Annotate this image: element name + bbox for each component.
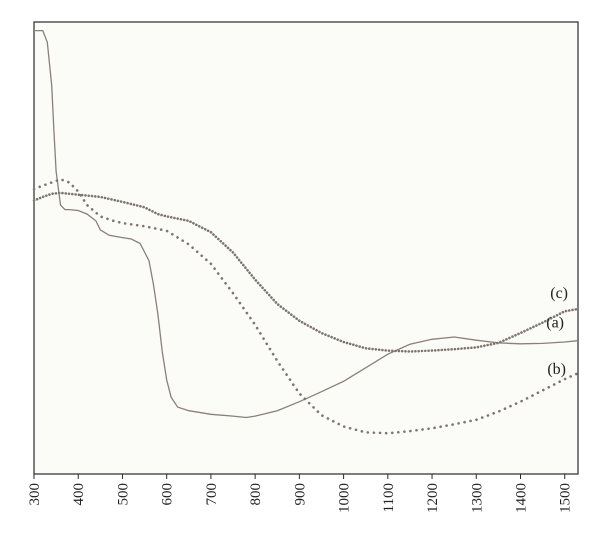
x-tick-label: 600 [160,483,176,506]
series-label-2: (b) [547,361,566,378]
x-tick-label: 800 [248,483,264,506]
x-tick-label: 900 [292,483,308,506]
series-labels: (a) (b) (c) [546,285,568,378]
series-label-3: (c) [550,285,568,302]
x-tick-label: 1400 [514,483,530,513]
x-tick-label: 1200 [425,483,441,513]
x-tick-label: 300 [27,483,43,506]
series-line-2 [32,177,580,435]
series-label-1: (a) [546,315,564,332]
plot-frame [33,21,579,475]
x-tick-label: 1500 [558,483,574,513]
x-tick-label: 400 [71,483,87,506]
x-axis-ticks: 300 400 500 600 700 800 900 1000 1100 1200 1300 140… [27,474,574,513]
series-line-1 [34,29,579,419]
series-layer [32,29,580,435]
x-tick-label: 500 [115,483,131,506]
x-tick-label: 1300 [469,483,485,513]
series-line-3 [32,191,580,353]
x-tick-label: 1000 [337,483,353,513]
x-tick-label: 700 [204,483,220,506]
x-tick-label: 1100 [381,483,397,512]
